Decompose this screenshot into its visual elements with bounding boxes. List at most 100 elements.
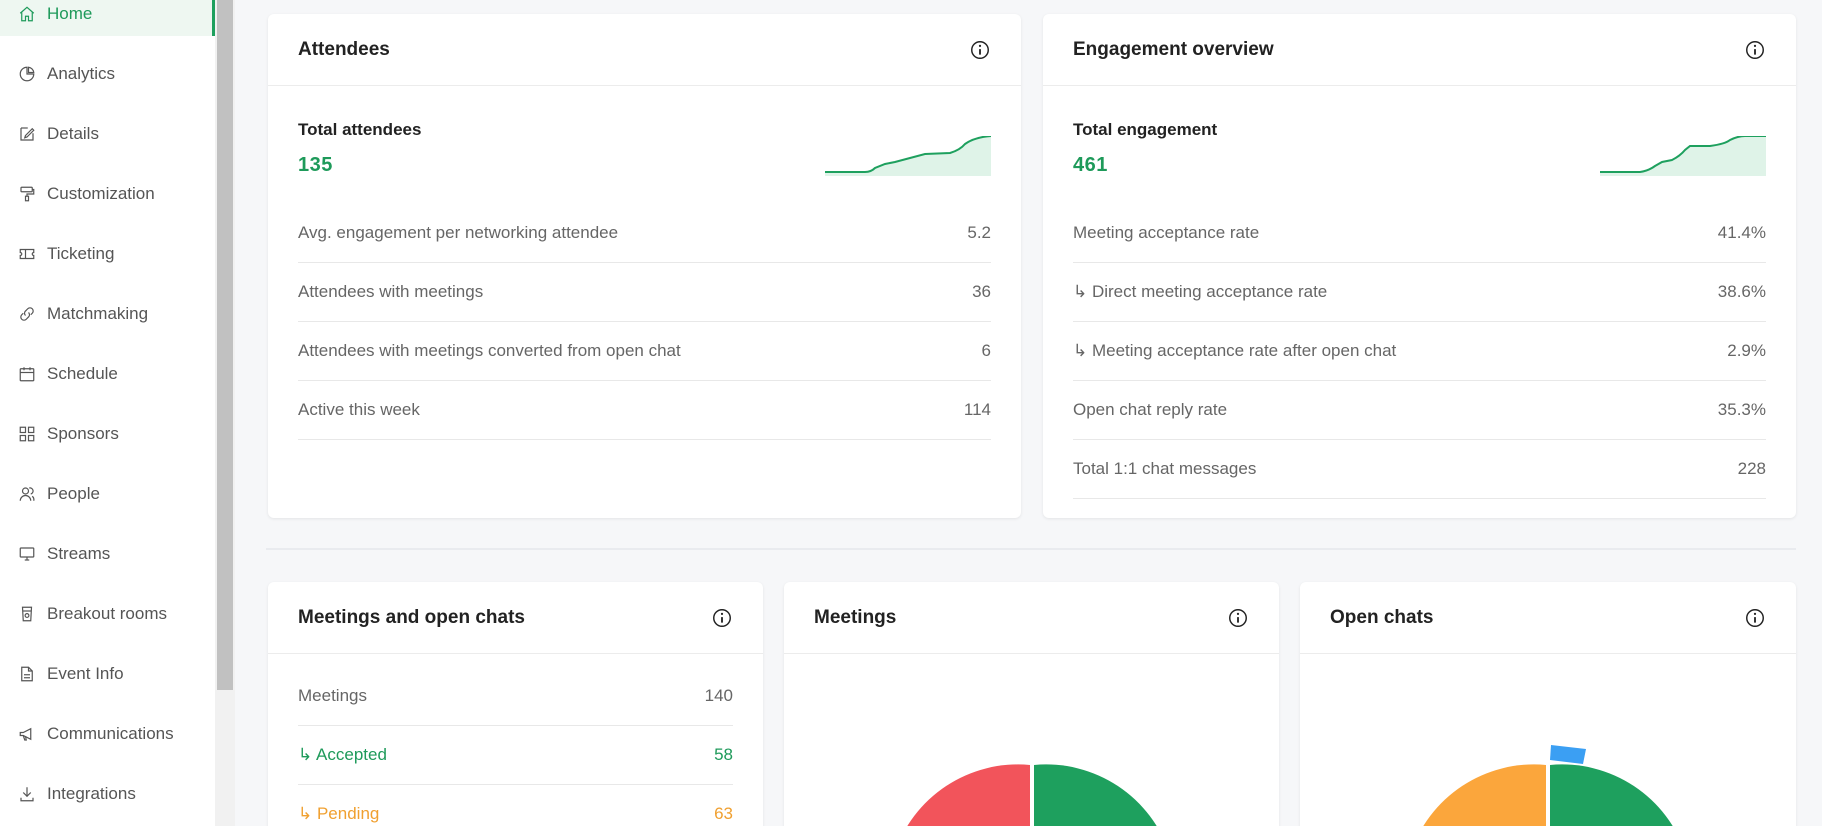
stat-row: ↳ Pending 63 (298, 785, 733, 826)
sidebar-item-integrations[interactable]: Integrations (0, 772, 215, 816)
meetings-and-open-chats-card: Meetings and open chats Meetings 140 ↳ A… (268, 582, 763, 826)
grid-icon (16, 423, 38, 445)
sidebar-item-matchmaking[interactable]: Matchmaking (0, 292, 215, 336)
sidebar-scrollbar[interactable] (215, 0, 235, 826)
total-value: 135 (298, 154, 333, 176)
open-chats-slice-blue (1550, 745, 1586, 764)
stat-row: Active this week 114 (298, 381, 991, 440)
stat-label: Attendees with meetings converted from o… (298, 341, 681, 360)
sidebar-item-ticketing[interactable]: Ticketing (0, 232, 215, 276)
stat-row: Meetings 140 (298, 667, 733, 726)
sidebar-item-communications[interactable]: Communications (0, 712, 215, 756)
stat-value: 35.3% (1717, 400, 1766, 419)
sidebar-item-customization[interactable]: Customization (0, 172, 215, 216)
edit-icon (16, 123, 38, 145)
card-header: Meetings (784, 582, 1279, 654)
stat-row: ↳ Direct meeting acceptance rate 38.6% (1073, 263, 1766, 322)
sidebar-item-schedule[interactable]: Schedule (0, 352, 215, 396)
stat-value: 228 (1737, 459, 1766, 478)
stat-label: Attendees with meetings (298, 282, 484, 301)
open-chats-slice-orange (1423, 764, 1546, 826)
card-header: Open chats (1300, 582, 1796, 654)
info-icon[interactable] (1744, 607, 1766, 629)
attendees-stats: Avg. engagement per networking attendee … (268, 204, 1021, 440)
engagement-stats: Meeting acceptance rate 41.4% ↳ Direct m… (1043, 204, 1796, 499)
open-chats-donut-chart (1423, 745, 1673, 826)
stat-label: ↳ Direct meeting acceptance rate (1073, 282, 1328, 301)
scrollbar-thumb[interactable] (217, 0, 233, 690)
stat-label: Meetings (298, 686, 367, 705)
stat-value: 36 (972, 282, 991, 301)
people-icon (16, 483, 38, 505)
card-title: Meetings and open chats (298, 606, 525, 628)
attendees-card: Attendees Total attendees 135 Avg. engag… (268, 14, 1021, 518)
stat-value: 6 (981, 341, 991, 360)
sidebar-item-home[interactable]: Home (0, 0, 215, 36)
sidebar-item-label: Analytics (47, 64, 116, 83)
stat-value: 41.4% (1717, 223, 1766, 242)
engagement-sparkline (1600, 136, 1766, 176)
sidebar-item-label: Details (47, 124, 99, 143)
total-label: Total attendees (298, 120, 422, 139)
sidebar-item-label: Event Info (47, 664, 124, 683)
sidebar-item-label: Integrations (47, 784, 136, 803)
total-label: Total engagement (1073, 120, 1218, 139)
meetings-slice-pending (907, 764, 1030, 826)
info-icon[interactable] (1744, 39, 1766, 61)
meetings-chats-stats: Meetings 140 ↳ Accepted 58 ↳ Pending 63 (268, 654, 763, 826)
sidebar-item-details[interactable]: Details (0, 112, 215, 156)
card-header: Engagement overview (1043, 14, 1796, 86)
ticket-icon (16, 243, 38, 265)
stat-label: Open chat reply rate (1073, 400, 1228, 419)
stat-row: Total 1:1 chat messages 228 (1073, 440, 1766, 499)
sidebar-item-label: Schedule (47, 364, 118, 383)
card-title: Attendees (298, 38, 390, 60)
sidebar-item-label: Matchmaking (47, 304, 149, 323)
stat-value: 5.2 (967, 223, 991, 242)
info-icon[interactable] (711, 607, 733, 629)
engagement-overview-card: Engagement overview Total engagement 461… (1043, 14, 1796, 518)
total-engagement-block: Total engagement 461 (1043, 86, 1796, 204)
sidebar-item-event-info[interactable]: Event Info (0, 652, 215, 696)
meetings-card: Meetings (784, 582, 1279, 826)
card-header: Attendees (268, 14, 1021, 86)
sidebar-item-sponsors[interactable]: Sponsors (0, 412, 215, 456)
stat-row: Meeting acceptance rate 41.4% (1073, 204, 1766, 263)
stat-label: Active this week (298, 400, 420, 419)
sidebar-item-analytics[interactable]: Analytics (0, 52, 215, 96)
document-icon (16, 663, 38, 685)
home-icon (16, 3, 38, 25)
open-chats-slice-green (1550, 764, 1673, 826)
attendees-sparkline (825, 136, 991, 176)
stat-value: 114 (963, 400, 991, 419)
sidebar: Home Analytics Details Customization Tic… (0, 0, 215, 826)
paint-roller-icon (16, 183, 38, 205)
sidebar-item-label: Ticketing (47, 244, 115, 263)
sidebar-item-streams[interactable]: Streams (0, 532, 215, 576)
main-content: Attendees Total attendees 135 Avg. engag… (236, 0, 1822, 826)
stat-row: Open chat reply rate 35.3% (1073, 381, 1766, 440)
card-title: Open chats (1330, 606, 1434, 628)
stat-value: 38.6% (1717, 282, 1766, 301)
megaphone-icon (16, 723, 38, 745)
sidebar-item-label: Streams (47, 544, 111, 563)
stat-value: 63 (714, 804, 733, 823)
pie-chart-icon (16, 63, 38, 85)
sidebar-item-label: Breakout rooms (47, 604, 167, 623)
stat-label: ↳ Accepted (298, 745, 387, 764)
card-title: Meetings (814, 606, 897, 628)
total-attendees-block: Total attendees 135 (268, 86, 1021, 204)
open-chats-card: Open chats (1300, 582, 1796, 826)
info-icon[interactable] (969, 39, 991, 61)
info-icon[interactable] (1227, 607, 1249, 629)
monitor-icon (16, 543, 38, 565)
stat-label: Meeting acceptance rate (1073, 223, 1260, 242)
sidebar-item-people[interactable]: People (0, 472, 215, 516)
stat-label: Total 1:1 chat messages (1073, 459, 1257, 478)
stat-value: 2.9% (1727, 341, 1766, 360)
stat-row: Avg. engagement per networking attendee … (298, 204, 991, 263)
stat-row: Attendees with meetings converted from o… (298, 322, 991, 381)
sidebar-item-breakout-rooms[interactable]: Breakout rooms (0, 592, 215, 636)
calendar-icon (16, 363, 38, 385)
stat-value: 140 (704, 686, 733, 705)
